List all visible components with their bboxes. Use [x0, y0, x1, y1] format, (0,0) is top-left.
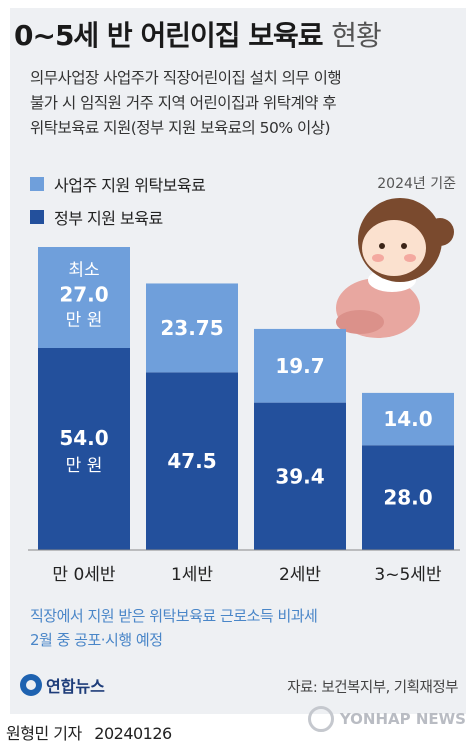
yonhap-logo: 연합뉴스: [20, 673, 105, 697]
category-label: 만 0세반: [52, 565, 115, 585]
bar-government: [254, 402, 346, 550]
watermark-icon: [307, 706, 334, 732]
category-label: 2세반: [279, 565, 321, 585]
description-line: 의무사업장 사업주가 직장어린이집 설치 의무 이행: [30, 69, 342, 87]
basis-year: 2024년 기준: [377, 176, 456, 192]
description-line: 위탁보육료 지원(정부 지원 보육료의 50% 이상): [30, 119, 331, 137]
publish-date: 20240126: [94, 724, 172, 743]
child-cheek: [404, 254, 416, 262]
child-ponytail: [426, 218, 454, 246]
source-text: 자료: 보건복지부, 기획재정부: [287, 680, 458, 696]
description: 의무사업장 사업주가 직장어린이집 설치 의무 이행 불가 시 임직원 거주 지…: [30, 66, 450, 141]
bar-label-employer-unit: 만 원: [66, 311, 103, 331]
title-suffix: 현황: [331, 19, 382, 52]
legend-employer: 사업주 지원 위탁보육료: [30, 172, 206, 196]
watermark-text: YONHAP NEWS: [339, 710, 466, 728]
watermark: YONHAP NEWS: [307, 706, 466, 732]
bar-employer: [38, 247, 130, 348]
category-label: 3~5세반: [374, 565, 442, 585]
yonhap-logo-text: 연합뉴스: [46, 677, 105, 696]
footnote: 직장에서 지원 받은 위탁보육료 근로소득 비과세 2월 중 공포·시행 예정: [30, 604, 318, 652]
legend-swatch-employer: [30, 177, 44, 191]
child-leg: [336, 310, 384, 334]
bar-government: [38, 348, 130, 550]
title-main: 0~5세 반 어린이집 보육료: [14, 19, 324, 52]
bar-label-employer: 23.75: [160, 316, 223, 340]
bar-employer: [146, 283, 238, 373]
footer: 원형민 기자 20240126: [6, 720, 172, 744]
bar-label-government: 47.5: [167, 449, 216, 473]
page-title: 0~5세 반 어린이집 보육료 현황: [14, 14, 382, 54]
bar-employer: [254, 328, 346, 403]
child-eye: [401, 243, 407, 249]
legend-label-government: 정부 지원 보육료: [54, 209, 163, 228]
legend-government: 정부 지원 보육료: [30, 205, 163, 229]
yonhap-logo-icon: [20, 674, 42, 696]
child-cheek: [372, 254, 384, 262]
bar-label-government: 28.0: [383, 486, 432, 510]
category-label: 1세반: [171, 565, 213, 585]
description-line: 불가 시 임직원 거주 지역 어린이집과 위탁계약 후: [30, 94, 337, 112]
child-eye: [379, 243, 385, 249]
legend-swatch-government: [30, 210, 44, 224]
footnote-line: 직장에서 지원 받은 위탁보육료 근로소득 비과세: [30, 607, 318, 625]
bar-label-employer: 27.0: [59, 283, 108, 307]
bar-label-employer: 19.7: [275, 354, 324, 378]
bar-label-government: 39.4: [275, 464, 324, 488]
bar-label-employer-prefix: 최소: [68, 261, 99, 281]
child-illustration: [336, 198, 454, 338]
bar-employer: [362, 392, 454, 446]
reporter-name: 원형민 기자: [6, 724, 82, 743]
footnote-line: 2월 중 공포·시행 예정: [30, 631, 163, 649]
bar-government: [362, 445, 454, 550]
bar-label-employer: 14.0: [383, 407, 432, 431]
legend-label-employer: 사업주 지원 위탁보육료: [54, 176, 206, 195]
child-face: [362, 220, 426, 276]
bar-label-government: 54.0: [59, 426, 108, 450]
bar-label-government-unit: 만 원: [66, 456, 103, 476]
bar-government: [146, 372, 238, 550]
